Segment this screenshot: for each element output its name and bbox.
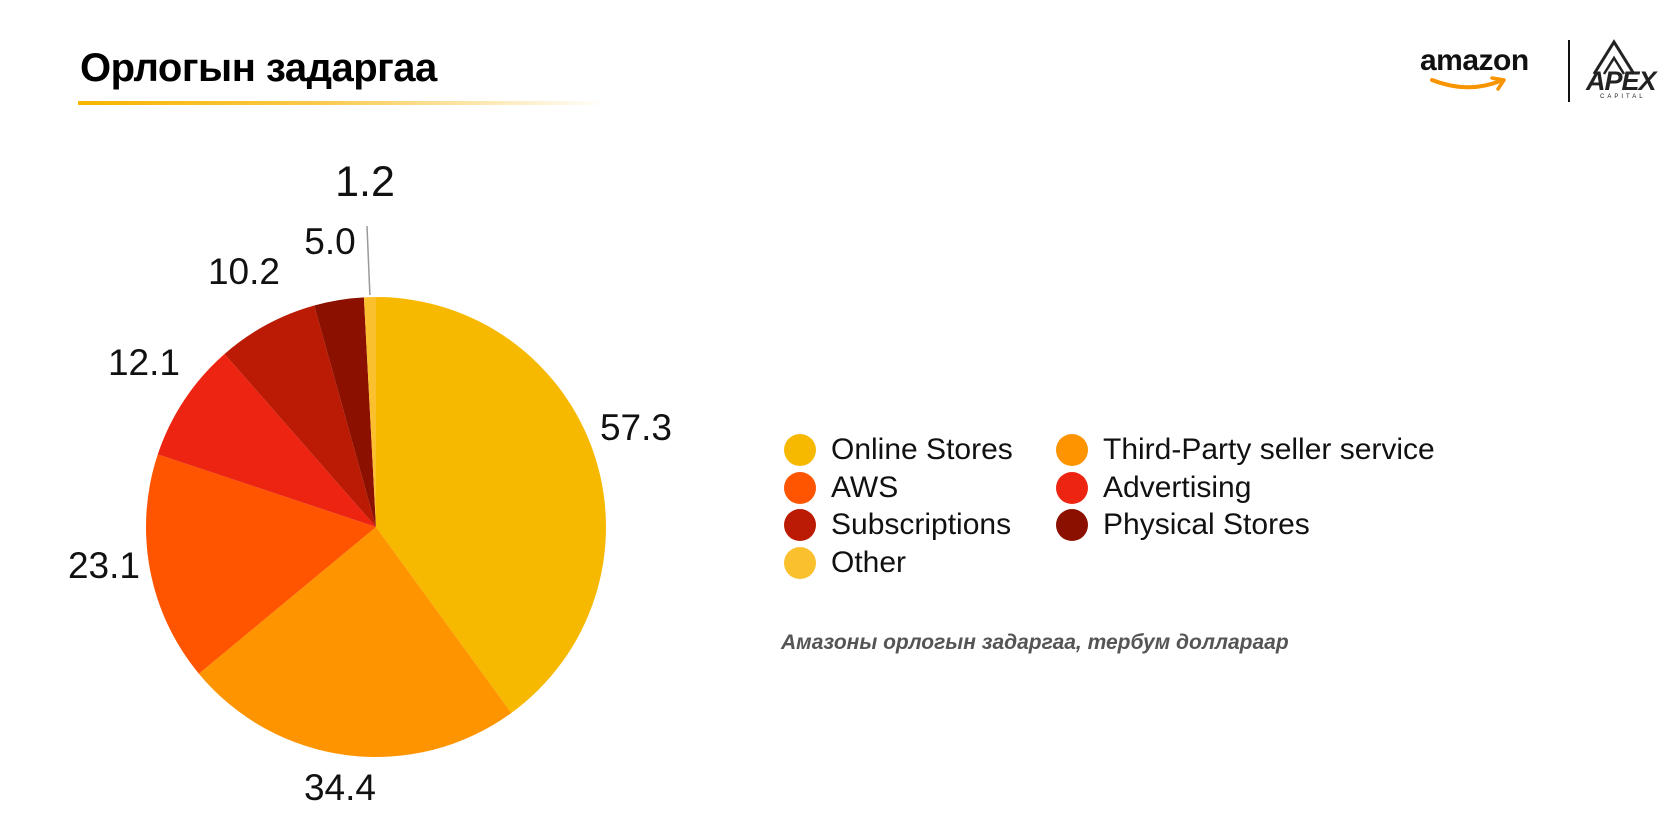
legend-label: AWS [831,470,899,504]
chart-caption: Амазоны орлогын задаргаа, тербум доллара… [781,631,1289,654]
pie-slice-advertising [157,353,376,527]
amazon-smile-icon [1430,76,1506,91]
pie-slice-aws [145,454,376,674]
legend-label: Third-Party seller service [1103,433,1435,466]
page-title: Орлогын задаргаа [80,46,437,90]
apex-peak-icon [1592,39,1636,75]
title-underline [78,101,608,105]
header-logos: amazon APEX CAPITAL [1420,36,1660,106]
amazon-logo: amazon [1420,44,1529,77]
apex-subtitle: CAPITAL [1600,94,1646,100]
pie-slice-physical-stores [314,297,376,527]
data-label-aws: 23.1 [68,545,140,586]
data-label-subscriptions: 10.2 [208,251,280,292]
leader-line-other [366,225,371,296]
pie-slice-third-party-seller-service [198,527,512,758]
data-label-physical-stores: 5.0 [304,221,355,262]
legend-label: Advertising [1103,470,1252,504]
legend-swatch [1056,434,1088,466]
legend-item-advertising: Advertising [1056,470,1251,506]
data-label-third-party-seller-service: 34.4 [304,767,376,808]
pie-slice-subscriptions [224,305,376,527]
legend-item-physical-stores: Physical Stores [1056,507,1310,543]
pie-chart: 57.3 34.4 23.1 12.1 10.2 5.0 1.2 [68,158,672,808]
legend-swatch [1056,509,1088,541]
pie-slice-online-stores [376,297,607,713]
logo-divider [1568,40,1570,102]
legend-label: Other [831,545,907,579]
legend-swatch [784,509,816,541]
legend-item-aws: AWS [784,470,898,506]
legend-label: Online Stores [831,433,1013,466]
legend-item-online-stores: Online Stores [784,432,1013,468]
legend-swatch [1056,471,1088,504]
legend-item-third-party-seller-service: Third-Party seller service [1056,432,1435,468]
legend-item-other: Other [784,545,906,581]
legend-item-subscriptions: Subscriptions [784,507,1011,543]
data-label-advertising: 12.1 [108,342,180,383]
legend-swatch [784,471,816,504]
pie-slice-other [363,297,376,527]
legend-label: Physical Stores [1103,508,1310,541]
data-label-online-stores: 57.3 [600,407,672,448]
legend-swatch [784,434,816,466]
apex-capital-logo: APEX CAPITAL [1580,38,1660,104]
apex-wordmark: APEX [1586,66,1657,96]
legend-label: Subscriptions [831,508,1012,541]
legend-swatch [784,546,816,579]
data-label-other: 1.2 [335,158,395,206]
